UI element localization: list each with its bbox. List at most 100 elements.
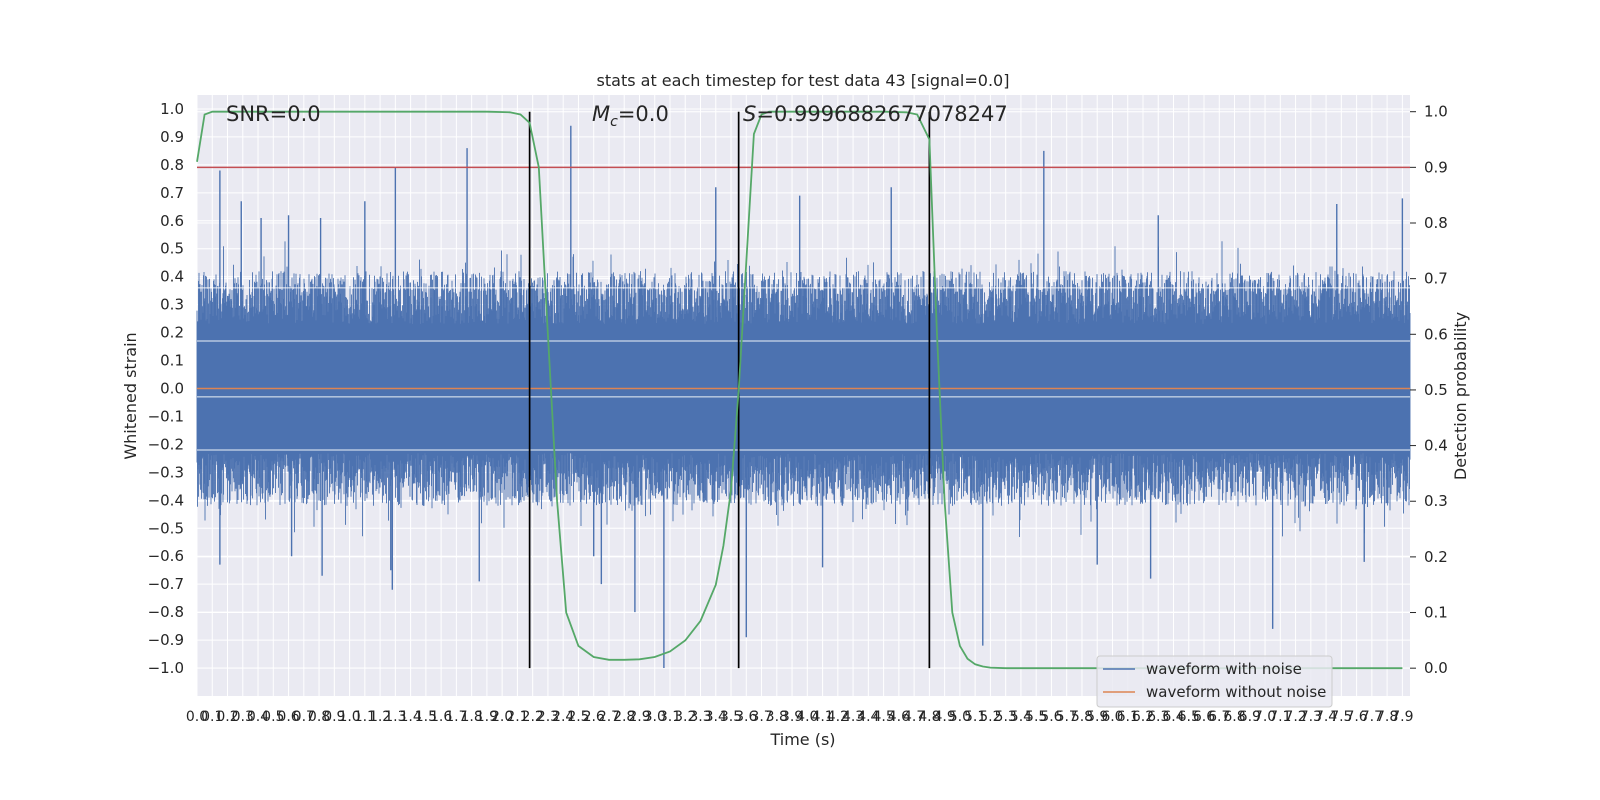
y-tick-label: 0.9 [160, 128, 184, 146]
x-tick-label: 3.9 [781, 709, 803, 725]
x-tick-label: 0.5 [262, 709, 284, 725]
x-tick-label: 2.5 [567, 709, 589, 725]
x-tick-label: 4.5 [872, 709, 894, 725]
y2-tick-label: 1.0 [1424, 103, 1448, 121]
x-tick-label: 1.1 [354, 709, 376, 725]
x-tick-label: 6.3 [1147, 709, 1169, 725]
y-tick-label: 0.3 [160, 296, 184, 314]
x-tick-label: 6.9 [1239, 709, 1261, 725]
x-tick-label: 7.4 [1315, 709, 1337, 725]
x-tick-label: 5.0 [949, 709, 971, 725]
x-tick-label: 7.8 [1376, 709, 1398, 725]
x-tick-label: 0.9 [323, 709, 345, 725]
chirp-mass-symbol: M [592, 102, 610, 126]
overlay-lines [196, 110, 1410, 670]
x-tick-label: 3.8 [766, 709, 788, 725]
y-axis-label: Whitened strain [121, 332, 140, 459]
x-tick-label: 3.5 [720, 709, 742, 725]
y2-axis-ticks: 0.0 0.1 0.2 0.3 0.4 0.5 0.6 0.7 0.8 0.9 1.0 [1410, 103, 1448, 677]
y-tick-label: 0.8 [160, 156, 184, 174]
detection-probability-line [196, 110, 1403, 670]
x-tick-label: 1.9 [476, 709, 498, 725]
y-tick-label: 0.6 [160, 212, 184, 230]
y2-tick-label: 0.0 [1424, 659, 1448, 677]
y-tick-label: 1.0 [160, 100, 184, 118]
score-annotation: S=0.9996882677078247 [743, 102, 1008, 126]
x-tick-label: 7.7 [1361, 709, 1383, 725]
y-tick-label: −0.7 [148, 575, 184, 593]
series-waveform-with-noise [196, 125, 1411, 669]
x-tick-label: 1.7 [445, 709, 467, 725]
x-tick-label: 2.3 [537, 709, 559, 725]
x-tick-label: 1.6 [430, 709, 452, 725]
score-symbol: S [743, 102, 756, 126]
y-tick-label: 0.5 [160, 240, 184, 258]
x-tick-label: 7.5 [1330, 709, 1352, 725]
x-tick-label: 5.5 [1025, 709, 1047, 725]
x-tick-label: 1.0 [338, 709, 360, 725]
y-tick-label: −0.4 [148, 491, 184, 509]
x-tick-label: 7.6 [1345, 709, 1367, 725]
snr-annotation: SNR=0.0 [226, 102, 321, 126]
x-tick-label: 4.8 [918, 709, 940, 725]
legend-label-waveform-without-noise: waveform without noise [1146, 683, 1326, 701]
y2-tick-label: 0.4 [1424, 437, 1448, 455]
y2-tick-label: 0.9 [1424, 158, 1448, 176]
legend: waveform with noise waveform without noi… [1096, 655, 1333, 708]
chirp-mass-value: =0.0 [618, 102, 669, 126]
x-tick-label: 6.2 [1132, 709, 1154, 725]
y-tick-label: −1.0 [148, 659, 184, 677]
x-tick-label: 4.7 [903, 709, 925, 725]
x-tick-label: 7.3 [1300, 709, 1322, 725]
y2-tick-label: 0.3 [1424, 492, 1448, 510]
x-tick-label: 2.4 [552, 709, 574, 725]
x-tick-label: 3.1 [659, 709, 681, 725]
y2-tick-label: 0.8 [1424, 214, 1448, 232]
x-tick-label: 1.4 [399, 709, 421, 725]
y-tick-label: 0.7 [160, 184, 184, 202]
x-tick-label: 5.9 [1086, 709, 1108, 725]
x-tick-label: 4.2 [827, 709, 849, 725]
y2-axis-label: Detection probability [1451, 312, 1470, 480]
x-tick-label: 0.0 [186, 709, 208, 725]
x-tick-label: 0.6 [277, 709, 299, 725]
x-tick-label: 2.6 [583, 709, 605, 725]
x-tick-label: 6.8 [1223, 709, 1245, 725]
y-tick-label: 0.2 [160, 324, 184, 342]
x-tick-label: 5.6 [1040, 709, 1062, 725]
legend-label-waveform-with-noise: waveform with noise [1146, 660, 1302, 678]
x-tick-label: 0.8 [308, 709, 330, 725]
y-tick-label: −0.9 [148, 631, 184, 649]
x-tick-label: 3.0 [644, 709, 666, 725]
x-tick-label: 6.6 [1193, 709, 1215, 725]
x-tick-label: 0.4 [247, 709, 269, 725]
score-value: =0.9996882677078247 [756, 102, 1007, 126]
x-tick-label: 1.8 [461, 709, 483, 725]
x-tick-label: 1.5 [415, 709, 437, 725]
chart-title: stats at each timestep for test data 43 … [597, 71, 1010, 90]
y-tick-label: −0.5 [148, 519, 184, 537]
y-tick-label: −0.2 [148, 435, 184, 453]
y2-tick-label: 0.7 [1424, 270, 1448, 288]
x-tick-label: 7.2 [1284, 709, 1306, 725]
x-tick-label: 5.3 [995, 709, 1017, 725]
y2-tick-label: 0.2 [1424, 548, 1448, 566]
x-tick-label: 5.8 [1071, 709, 1093, 725]
x-tick-label: 7.0 [1254, 709, 1276, 725]
x-axis-label: Time (s) [769, 730, 835, 749]
x-tick-label: 0.2 [216, 709, 238, 725]
x-tick-label: 4.1 [811, 709, 833, 725]
x-tick-label: 6.7 [1208, 709, 1230, 725]
x-tick-label: 5.4 [1010, 709, 1032, 725]
x-tick-label: 6.1 [1117, 709, 1139, 725]
x-tick-label: 1.3 [384, 709, 406, 725]
x-tick-label: 2.8 [613, 709, 635, 725]
x-tick-label: 4.0 [796, 709, 818, 725]
y-tick-label: 0.0 [160, 380, 184, 398]
x-tick-label: 7.1 [1269, 709, 1291, 725]
y2-tick-label: 0.6 [1424, 325, 1448, 343]
x-tick-label: 6.4 [1162, 709, 1184, 725]
x-tick-label: 0.7 [293, 709, 315, 725]
y-tick-label: −0.6 [148, 547, 184, 565]
x-tick-label: 6.5 [1178, 709, 1200, 725]
